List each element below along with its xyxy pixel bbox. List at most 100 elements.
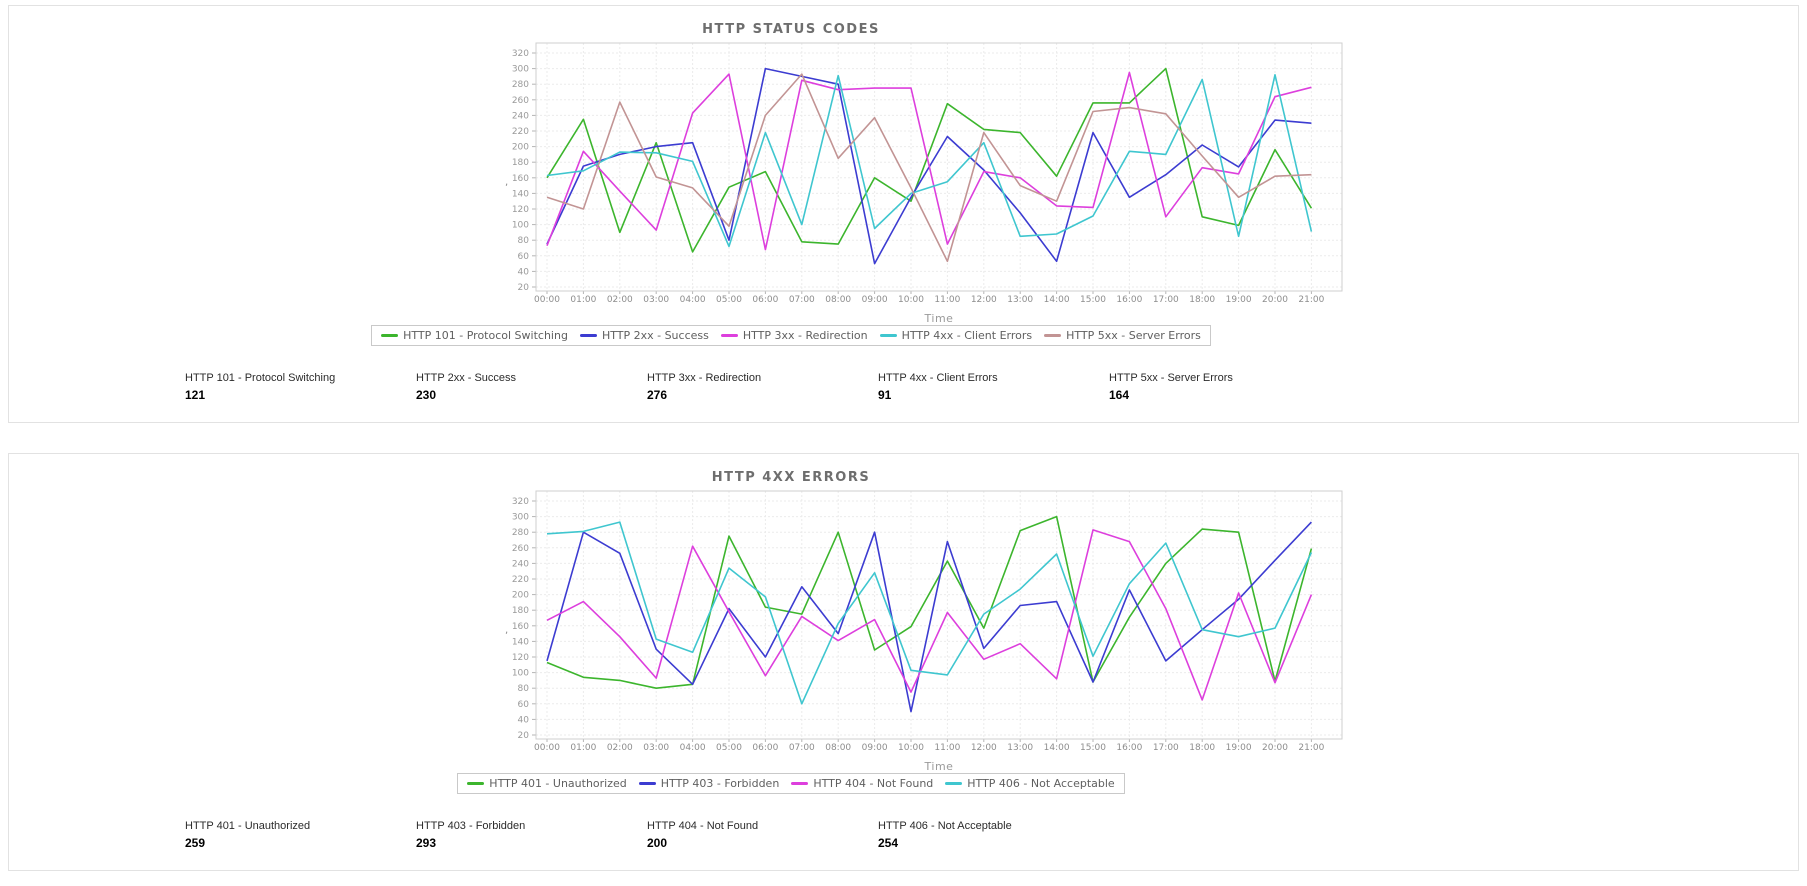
y-tick-label: 100 (512, 669, 529, 679)
plot-border (535, 490, 1343, 740)
chart-title: HTTP 4XX ERRORS (711, 470, 871, 485)
legend-label: HTTP 2xx - Success (601, 329, 709, 342)
x-tick-label: 12:00 (971, 743, 997, 753)
x-tick-label: 14:00 (1044, 295, 1070, 305)
legend-line-swatch-icon (467, 782, 485, 785)
series-line (546, 71, 1312, 251)
x-tick-label: 09:00 (862, 743, 888, 753)
stat-value: 164 (1109, 388, 1130, 402)
x-tick-label: 08:00 (825, 743, 851, 753)
legend-item[interactable]: HTTP 4xx - Client Errors (879, 329, 1032, 342)
legend-line-swatch-icon (579, 334, 597, 337)
legend-line-swatch-icon (945, 782, 963, 785)
stat-value: 230 (416, 388, 437, 402)
x-tick-label: 19:00 (1226, 295, 1252, 305)
y-tick-label: 240 (512, 111, 529, 121)
stat-label: HTTP 101 - Protocol Switching (185, 372, 336, 384)
x-tick-label: 05:00 (716, 743, 742, 753)
y-tick-label: 20 (518, 731, 530, 741)
stat-item: HTTP 404 - Not Found 200 (647, 820, 878, 850)
y-tick-label: 120 (512, 205, 529, 215)
x-tick-label: 02:00 (607, 295, 633, 305)
x-tick-label: 18:00 (1189, 743, 1215, 753)
legend-item[interactable]: HTTP 3xx - Redirection (720, 329, 868, 342)
stat-item: HTTP 101 - Protocol Switching 121 (185, 372, 416, 402)
panel-http-status-codes: HTTP STATUS CODES 00:00 01:00 02:00 03:00 04… (8, 5, 1799, 423)
series-line (546, 521, 1312, 713)
x-tick-label: 09:00 (862, 295, 888, 305)
x-tick-label: 13:00 (1007, 295, 1033, 305)
series-line (546, 515, 1313, 689)
x-tick-label: 03:00 (643, 743, 669, 753)
legend-item[interactable]: HTTP 404 - Not Found (791, 777, 933, 790)
x-tick-label: 03:00 (643, 295, 669, 305)
x-tick-label: 17:00 (1153, 295, 1179, 305)
y-tick-label: 300 (512, 513, 529, 523)
legend-item[interactable]: HTTP 401 - Unauthorized (467, 777, 627, 790)
y-tick-label: 160 (512, 622, 529, 632)
stat-label: HTTP 4xx - Client Errors (878, 372, 998, 384)
stat-label: HTTP 406 - Not Acceptable (878, 820, 1012, 832)
legend-item[interactable]: HTTP 101 - Protocol Switching (381, 329, 568, 342)
stat-label: HTTP 2xx - Success (416, 372, 517, 384)
y-tick-label: 140 (512, 637, 529, 647)
legend-line-swatch-icon (879, 334, 897, 337)
x-tick-label: 15:00 (1080, 743, 1106, 753)
x-tick-label: 01:00 (570, 295, 596, 305)
legend: HTTP 101 - Protocol Switching HTTP 2xx - … (371, 325, 1211, 346)
legend-label: HTTP 401 - Unauthorized (489, 777, 627, 790)
x-tick-label: 10:00 (898, 295, 924, 305)
x-tick-label: 14:00 (1044, 743, 1070, 753)
y-tick-label: 80 (518, 236, 530, 246)
legend-item[interactable]: HTTP 5xx - Server Errors (1044, 329, 1201, 342)
legend-row: HTTP 401 - Unauthorized HTTP 403 - Forbid… (239, 773, 1343, 794)
stat-value: 200 (647, 836, 668, 850)
y-tick-label: 320 (512, 49, 529, 59)
stats-row: HTTP 401 - Unauthorized 259 HTTP 403 - For… (9, 820, 1798, 850)
stat-label: HTTP 404 - Not Found (647, 820, 759, 832)
series-line (546, 529, 1313, 701)
y-tick-label: 200 (512, 143, 529, 153)
y-tick-label: 300 (512, 65, 529, 75)
x-tick-label: 07:00 (789, 295, 815, 305)
stat-label: HTTP 5xx - Server Errors (1109, 372, 1233, 384)
legend-line-swatch-icon (381, 334, 399, 337)
x-tick-label: 00:00 (534, 743, 560, 753)
legend-item[interactable]: HTTP 2xx - Success (579, 329, 709, 342)
stat-label: HTTP 401 - Unauthorized (185, 820, 311, 832)
plot-border (535, 42, 1343, 292)
y-tick-label: 280 (512, 80, 529, 90)
line-chart-http-4xx-errors[interactable]: 00:00 01:00 02:00 03:00 04:00 05:00 06:00 07:00… (491, 489, 1351, 777)
y-tick-label: 220 (512, 127, 529, 137)
legend-label: HTTP 3xx - Redirection (742, 329, 868, 342)
stat-item: HTTP 3xx - Redirection 276 (647, 372, 878, 402)
stat-item: HTTP 401 - Unauthorized 259 (185, 820, 416, 850)
panel-http-4xx-errors: HTTP 4XX ERRORS 00:00 01:00 02:00 03:00 04:0… (8, 453, 1799, 871)
y-tick-label: 260 (512, 96, 529, 106)
series-line (546, 73, 1312, 263)
stat-item: HTTP 2xx - Success 230 (416, 372, 647, 402)
y-axis-label: , (505, 625, 508, 636)
chart-title: HTTP STATUS CODES (702, 22, 880, 37)
x-tick-label: 12:00 (971, 295, 997, 305)
x-tick-label: 02:00 (607, 743, 633, 753)
legend-item[interactable]: HTTP 406 - Not Acceptable (945, 777, 1115, 790)
x-tick-label: 04:00 (680, 295, 706, 305)
x-tick-label: 20:00 (1262, 743, 1288, 753)
x-tick-label: 15:00 (1080, 295, 1106, 305)
legend-item[interactable]: HTTP 403 - Forbidden (638, 777, 779, 790)
stat-value: 121 (185, 388, 206, 402)
series-line (546, 521, 1313, 705)
stat-label: HTTP 403 - Forbidden (416, 820, 526, 832)
x-tick-label: 17:00 (1153, 743, 1179, 753)
stat-value: 91 (878, 388, 892, 402)
x-tick-label: 13:00 (1007, 743, 1033, 753)
line-chart-http-status-codes[interactable]: 00:00 01:00 02:00 03:00 04:00 05:00 06:00 07:00… (491, 41, 1351, 329)
x-tick-label: 16:00 (1116, 295, 1142, 305)
y-tick-label: 140 (512, 189, 529, 199)
legend-row: HTTP 101 - Protocol Switching HTTP 2xx - … (239, 325, 1343, 346)
x-tick-label: 16:00 (1116, 743, 1142, 753)
stat-item: HTTP 4xx - Client Errors 91 (878, 372, 1109, 402)
y-tick-label: 100 (512, 221, 529, 231)
y-tick-label: 260 (512, 544, 529, 554)
